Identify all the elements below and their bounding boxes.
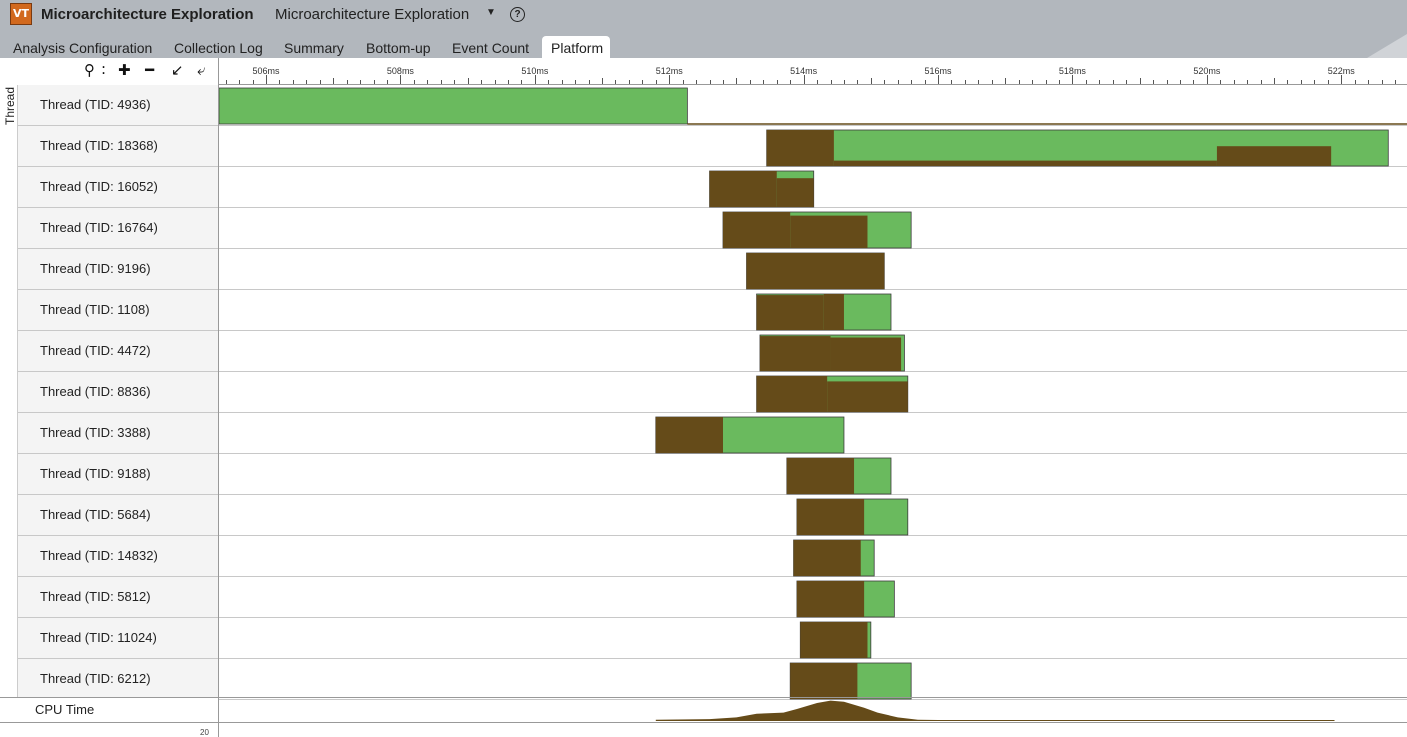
thread-cpu-time-bar[interactable] <box>776 178 814 207</box>
thread-axis-label: Thread <box>3 86 18 126</box>
ruler-tick-label: 520ms <box>1193 66 1221 76</box>
tab-bottom-up[interactable]: Bottom-up <box>366 40 431 56</box>
thread-row-label[interactable]: Thread (TID: 8836) <box>18 372 219 413</box>
vtune-logo-icon: VT <box>10 3 32 25</box>
thread-cpu-time-bar[interactable] <box>800 622 868 658</box>
ruler-tick-label: 506ms <box>253 66 281 76</box>
thread-cpu-time-bar[interactable] <box>796 581 865 617</box>
timeline-toolbar: ⚲ : ✚ ━ ↙ ⤶ <box>0 58 219 86</box>
thread-row-label[interactable]: Thread (TID: 9196) <box>18 249 219 290</box>
thread-cpu-time-bar[interactable] <box>746 253 885 289</box>
thread-cpu-time-bar[interactable] <box>1216 146 1332 166</box>
thread-row-label[interactable]: Thread (TID: 4936) <box>18 85 219 126</box>
cpu-time-scale-value: 20 <box>200 728 209 737</box>
ruler-tick-label: 510ms <box>521 66 549 76</box>
thread-cpu-time-bar[interactable] <box>766 130 834 166</box>
plus-icon[interactable]: ✚ <box>118 61 131 79</box>
thread-cpu-time-bar[interactable] <box>756 295 824 330</box>
thread-cpu-time-bar[interactable] <box>790 215 868 248</box>
thread-cpu-time-bar[interactable] <box>756 376 828 412</box>
ruler-tick-label: 518ms <box>1059 66 1087 76</box>
tab-platform[interactable]: Platform <box>551 40 604 56</box>
pane-divider[interactable] <box>218 58 219 737</box>
title-bar: VT Microarchitecture Exploration Microar… <box>0 0 1407 58</box>
ruler-tick-label: 512ms <box>656 66 684 76</box>
thread-cpu-time-bar[interactable] <box>709 171 777 207</box>
thread-cpu-time-bar[interactable] <box>830 337 902 371</box>
tab-event-count[interactable]: Event Count <box>452 40 530 56</box>
timeline-chart[interactable]: 506ms 508ms 510ms 512ms 514ms 516ms 518ms 520ms… <box>219 58 1407 737</box>
thread-row-label[interactable]: Thread (TID: 6212) <box>18 659 219 700</box>
thread-running-bar[interactable] <box>219 87 688 125</box>
time-ruler <box>219 58 1407 85</box>
thread-row-label[interactable]: Thread (TID: 5812) <box>18 577 219 618</box>
chevron-down-icon[interactable]: ▼ <box>486 7 496 18</box>
magnifier-icon[interactable]: ⚲ <box>84 61 95 79</box>
ruler-tick-label: 514ms <box>790 66 818 76</box>
help-circle-icon[interactable]: ? <box>510 7 525 22</box>
thread-row-label[interactable]: Thread (TID: 3388) <box>18 413 219 454</box>
arrow-back-icon[interactable]: ↙ <box>171 61 184 79</box>
thread-row-label[interactable]: Thread (TID: 14832) <box>18 536 219 577</box>
corner-decoration <box>1367 34 1407 58</box>
ruler-tick-label: 516ms <box>925 66 953 76</box>
thread-row-label[interactable]: Thread (TID: 18368) <box>18 126 219 167</box>
thread-row-label[interactable]: Thread (TID: 16052) <box>18 167 219 208</box>
analysis-name[interactable]: Microarchitecture Exploration <box>275 6 470 23</box>
thread-cpu-time-bar[interactable] <box>790 663 858 699</box>
thread-cpu-time-bar[interactable] <box>759 336 831 371</box>
thread-cpu-time-bar[interactable] <box>827 381 908 412</box>
thread-label-column: Thread (TID: 4936) Thread (TID: 18368) Thr… <box>18 85 219 700</box>
active-tab-background <box>542 36 610 58</box>
thread-cpu-time-bar[interactable] <box>823 294 844 330</box>
cpu-time-area[interactable] <box>655 700 1335 721</box>
app-title: Microarchitecture Exploration <box>41 6 254 23</box>
thread-row-label[interactable]: Thread (TID: 16764) <box>18 208 219 249</box>
thread-axis: Thread <box>0 85 18 697</box>
zoom-mode-separator: : <box>101 60 107 78</box>
tab-collection-log[interactable]: Collection Log <box>174 40 263 56</box>
minus-icon[interactable]: ━ <box>145 61 155 79</box>
thread-cpu-time-bar[interactable] <box>723 212 791 248</box>
thread-cpu-time-bar[interactable] <box>786 458 855 494</box>
tab-analysis-configuration[interactable]: Analysis Configuration <box>13 40 153 56</box>
thread-cpu-time-bar[interactable] <box>796 499 865 535</box>
tab-summary[interactable]: Summary <box>284 40 344 56</box>
thread-cpu-time-bar[interactable] <box>655 417 723 453</box>
thread-row-label[interactable]: Thread (TID: 1108) <box>18 290 219 331</box>
thread-row-label[interactable]: Thread (TID: 11024) <box>18 618 219 659</box>
ruler-tick-label: 508ms <box>387 66 415 76</box>
thread-row-label[interactable]: Thread (TID: 5684) <box>18 495 219 536</box>
arrow-reset-icon[interactable]: ⤶ <box>197 61 206 79</box>
thread-cpu-time-bar[interactable] <box>833 160 1217 166</box>
thread-row-label[interactable]: Thread (TID: 4472) <box>18 331 219 372</box>
ruler-tick-label: 522ms <box>1328 66 1356 76</box>
thread-cpu-time-bar[interactable] <box>793 540 861 576</box>
thread-row-label[interactable]: Thread (TID: 9188) <box>18 454 219 495</box>
cpu-time-label: CPU Time <box>0 697 219 723</box>
